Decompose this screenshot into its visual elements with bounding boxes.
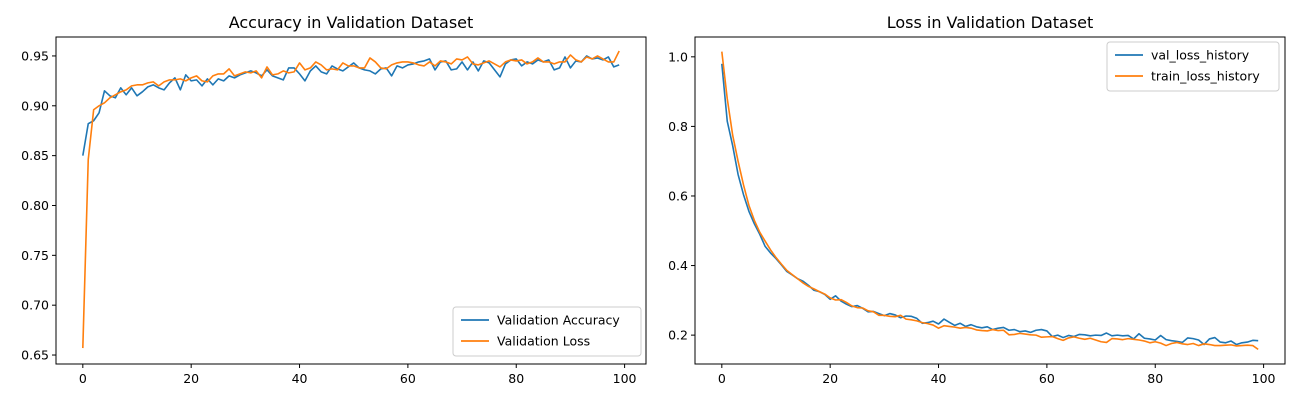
chart-title: Loss in Validation Dataset xyxy=(887,13,1094,32)
y-tick-label: 0.80 xyxy=(21,198,49,213)
series-line-validation-loss xyxy=(82,50,620,349)
y-tick-label: 0.2 xyxy=(668,328,688,343)
y-tick-label: 0.6 xyxy=(668,188,688,203)
series-line-val-loss-history xyxy=(721,63,1259,346)
x-tick-label: 60 xyxy=(1039,371,1055,386)
y-tick-label: 0.8 xyxy=(668,119,688,134)
y-tick-label: 0.95 xyxy=(21,48,49,63)
x-tick-label: 80 xyxy=(508,371,524,386)
series-line-validation-accuracy xyxy=(82,55,620,156)
y-tick-label: 0.85 xyxy=(21,148,49,163)
legend: val_loss_history train_loss_history xyxy=(1106,41,1280,92)
y-tick-label: 0.70 xyxy=(21,298,49,313)
x-tick-label: 20 xyxy=(183,371,199,386)
y-tick-label: 0.75 xyxy=(21,248,49,263)
legend-label: Validation Loss xyxy=(497,334,590,349)
legend-box xyxy=(452,306,642,357)
chart-2: Loss in Validation Dataset 0 20 40 60 80 100 0.… xyxy=(668,13,1286,386)
plot-frame xyxy=(55,36,647,365)
legend-box xyxy=(1106,41,1280,92)
x-tick-label: 0 xyxy=(718,371,726,386)
x-tick-label: 40 xyxy=(292,371,308,386)
x-tick-label: 80 xyxy=(1147,371,1163,386)
y-tick-label: 1.0 xyxy=(668,49,688,64)
y-tick-label: 0.90 xyxy=(21,98,49,113)
plot-frame xyxy=(694,36,1286,365)
legend-label: val_loss_history xyxy=(1151,48,1250,63)
series-line-train-loss-history xyxy=(721,51,1259,351)
chart-title: Accuracy in Validation Dataset xyxy=(229,13,474,32)
legend: Validation Accuracy Validation Loss xyxy=(452,306,642,357)
chart-1: Accuracy in Validation Dataset 0 20 40 60 80 1… xyxy=(21,13,647,386)
x-tick-label: 60 xyxy=(400,371,416,386)
x-tick-label: 20 xyxy=(822,371,838,386)
x-tick-label: 100 xyxy=(1252,371,1276,386)
x-tick-label: 40 xyxy=(931,371,947,386)
x-tick-label: 100 xyxy=(613,371,637,386)
legend-label: Validation Accuracy xyxy=(497,313,620,328)
x-tick-label: 0 xyxy=(79,371,87,386)
y-tick-label: 0.4 xyxy=(668,258,688,273)
legend-label: train_loss_history xyxy=(1151,69,1260,84)
y-tick-label: 0.65 xyxy=(21,348,49,363)
